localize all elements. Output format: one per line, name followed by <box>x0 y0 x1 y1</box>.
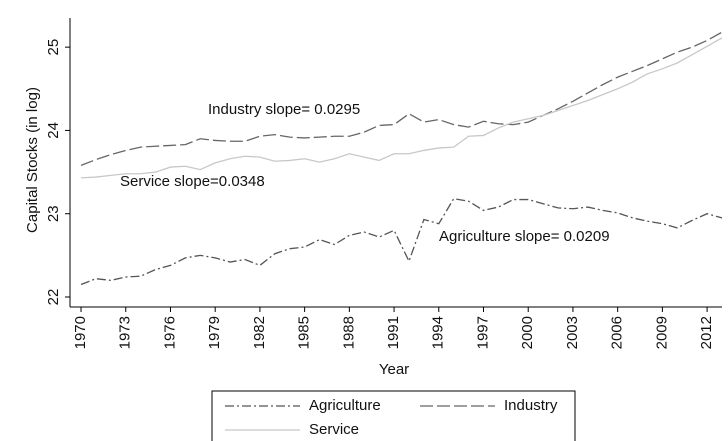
x-tick-label: 1985 <box>296 316 313 349</box>
legend-label: Agriculture <box>309 397 381 414</box>
x-tick-label: 1988 <box>340 316 357 349</box>
x-tick-label: 1982 <box>251 316 268 349</box>
x-tick-label: 2009 <box>653 316 670 349</box>
y-tick-label: 22 <box>45 289 62 306</box>
legend-label: Industry <box>504 397 558 414</box>
x-tick-label: 1997 <box>474 316 491 349</box>
x-tick-label: 1970 <box>72 316 89 349</box>
x-tick-label: 2000 <box>519 316 536 349</box>
annotation: Agriculture slope= 0.0209 <box>439 228 610 245</box>
series-line <box>80 31 723 167</box>
x-tick-label: 1994 <box>430 316 447 349</box>
x-tick-label: 1991 <box>385 316 402 349</box>
y-tick-label: 24 <box>45 122 62 139</box>
x-tick-label: 2006 <box>609 316 626 349</box>
x-tick-label: 1979 <box>206 316 223 349</box>
y-tick-label: 23 <box>45 205 62 222</box>
x-tick-label: 2012 <box>698 316 715 349</box>
x-tick-label: 2003 <box>564 316 581 349</box>
annotation: Service slope=0.0348 <box>120 173 265 190</box>
x-axis-label: Year <box>379 361 409 378</box>
legend-box <box>211 390 576 441</box>
annotation: Industry slope= 0.0295 <box>208 101 360 118</box>
legend-label: Service <box>309 421 359 438</box>
x-tick-label: 1976 <box>161 316 178 349</box>
series-line <box>80 37 723 179</box>
y-tick-label: 25 <box>45 39 62 56</box>
x-tick-label: 1973 <box>117 316 134 349</box>
series-line <box>80 198 723 286</box>
y-axis-label: Capital Stocks (in log) <box>24 87 41 233</box>
